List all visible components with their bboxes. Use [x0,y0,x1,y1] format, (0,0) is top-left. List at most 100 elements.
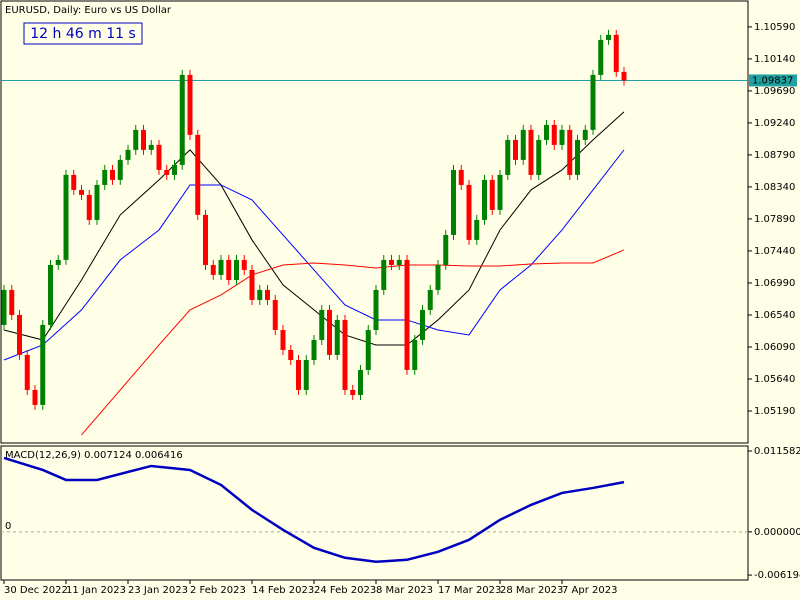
candle-body [257,289,263,300]
candle-body [373,289,379,330]
candle-body [505,139,511,175]
candle-body [404,259,410,370]
y-tick-label: -0.006194 [754,570,800,581]
candle-body [365,329,371,370]
candle-body [241,259,247,270]
candle-body [598,39,604,75]
candle-body [148,144,154,150]
candle-body [551,124,557,145]
candle-body [17,314,22,355]
macd-title: MACD(12,26,9) 0.007124 0.006416 [5,450,183,461]
candle-body [466,184,472,240]
macd-line [3,456,625,564]
candle-body [9,289,15,315]
candle-body [32,389,38,405]
candle-body [303,359,309,390]
candle-body [489,179,495,210]
y-tick-label: 1.06090 [754,342,795,353]
candle-body [389,259,394,265]
x-tick-label: 11 Jan 2023 [66,585,126,596]
candle-body [40,324,46,405]
x-tick-label: 28 Mar 2023 [500,585,563,596]
candle-body [94,184,100,220]
candle-body [520,129,526,160]
candle-body [86,194,92,220]
candle-body [458,169,464,185]
candle-body [1,289,7,325]
candle-body [272,299,278,330]
candle-body [218,259,224,275]
y-tick-label: 1.06540 [754,310,795,321]
y-tick-label: 1.08340 [754,182,795,193]
candle-body [133,129,139,150]
moving-average [3,149,625,361]
candle-body [590,74,596,130]
candle-body [621,71,627,81]
candle-body [234,259,239,280]
candle-body [156,144,162,170]
timer: 12 h 46 m 11 s [30,26,136,42]
candle-body [582,129,588,140]
candle-body [606,34,611,40]
candle-body [443,234,449,265]
x-tick-label: 14 Feb 2023 [252,585,314,596]
y-tick-label: 1.07890 [754,214,795,225]
candle-body [513,139,518,160]
candle-body [327,309,332,355]
candle-body [280,329,286,350]
candle-body [482,179,487,220]
candle-body [102,169,108,185]
chart-title: EURUSD, Daily: Euro vs US Dollar [5,5,172,16]
candle-body [311,339,317,360]
x-tick-label: 24 Feb 2023 [314,585,376,596]
candle-body [559,129,565,145]
y-tick-label: 1.09690 [754,86,795,97]
candle-body [544,124,549,140]
candle-body [381,259,387,290]
candle-body [474,219,480,240]
candle-body [536,139,542,175]
y-tick-label: 1.10590 [754,22,795,33]
moving-average [81,249,625,436]
candle-body [296,359,301,390]
x-tick-label: 8 Mar 2023 [376,585,433,596]
candle-body [249,269,255,300]
candle-body [203,214,208,265]
candle-body [187,74,193,135]
y-tick-label: 1.08790 [754,150,795,161]
candle-body [210,264,216,275]
candle-body [334,319,340,355]
last-price-box [749,74,797,87]
x-tick-label: 2 Feb 2023 [190,585,246,596]
candle-body [319,309,325,340]
candle-body [567,129,573,175]
candle-body [358,369,363,395]
candle-body [435,264,441,290]
y-tick-label: 1.05640 [754,374,795,385]
candle-body [427,289,433,310]
candle-body [528,129,534,175]
y-tick-label: 0.011582 [754,446,800,457]
candle-body [575,139,580,175]
y-tick-label: 0.000000 [754,527,800,538]
candle-body [288,349,294,360]
candle-body [125,149,131,160]
candle-body [172,164,177,175]
y-tick-label: 1.09240 [754,118,795,129]
x-tick-label: 17 Mar 2023 [438,585,501,596]
x-tick-label: 23 Jan 2023 [128,585,188,596]
candle-body [396,259,402,265]
candle-body [195,134,201,215]
candle-body [71,174,77,190]
y-tick-label: 1.07440 [754,246,795,257]
candle-body [265,289,270,300]
main-panel [0,0,749,444]
candle-body [613,34,619,72]
last-price-label: 1.09837 [752,75,793,86]
candle-body [164,169,170,175]
y-tick-label: 1.10140 [754,54,795,65]
candle-body [342,319,348,390]
candle-body [451,169,456,235]
candle-body [79,189,84,195]
